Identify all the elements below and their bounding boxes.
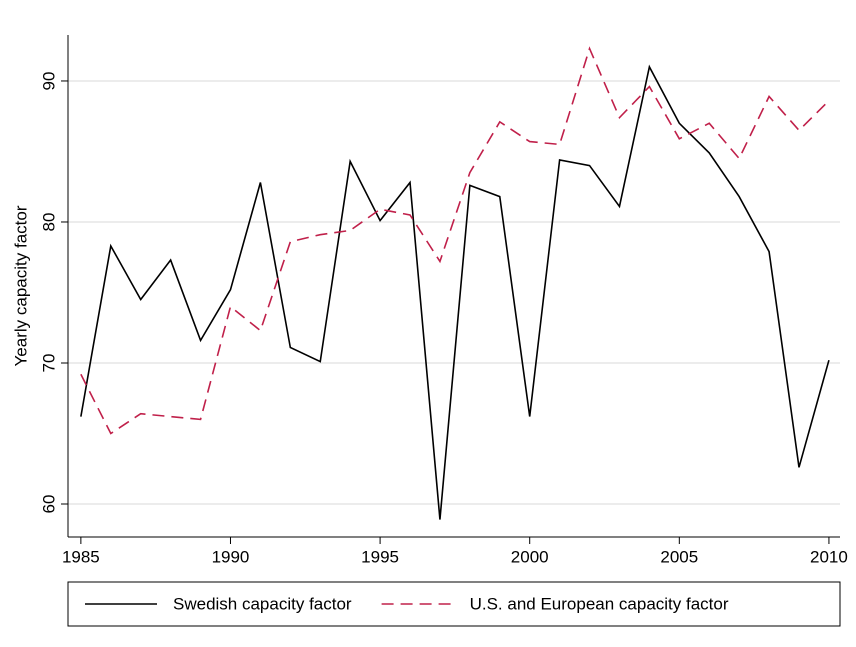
y-tick-label: 60 [39,495,58,514]
y-tick-label: 90 [39,72,58,91]
x-tick-label: 1985 [62,547,100,566]
x-tick-label: 1990 [212,547,250,566]
x-tick-label: 2005 [660,547,698,566]
x-tick-label: 2000 [511,547,549,566]
series-line [80,46,830,435]
legend-box [67,581,841,627]
legend-label: Swedish capacity factor [173,594,352,613]
series-line [80,64,830,520]
y-tick-label: 80 [39,213,58,232]
x-tick-label: 1995 [361,547,399,566]
legend-label: U.S. and European capacity factor [470,594,729,613]
y-tick-label: 70 [39,354,58,373]
x-tick-label: 2010 [810,547,848,566]
y-axis-label: Yearly capacity factor [11,205,30,366]
